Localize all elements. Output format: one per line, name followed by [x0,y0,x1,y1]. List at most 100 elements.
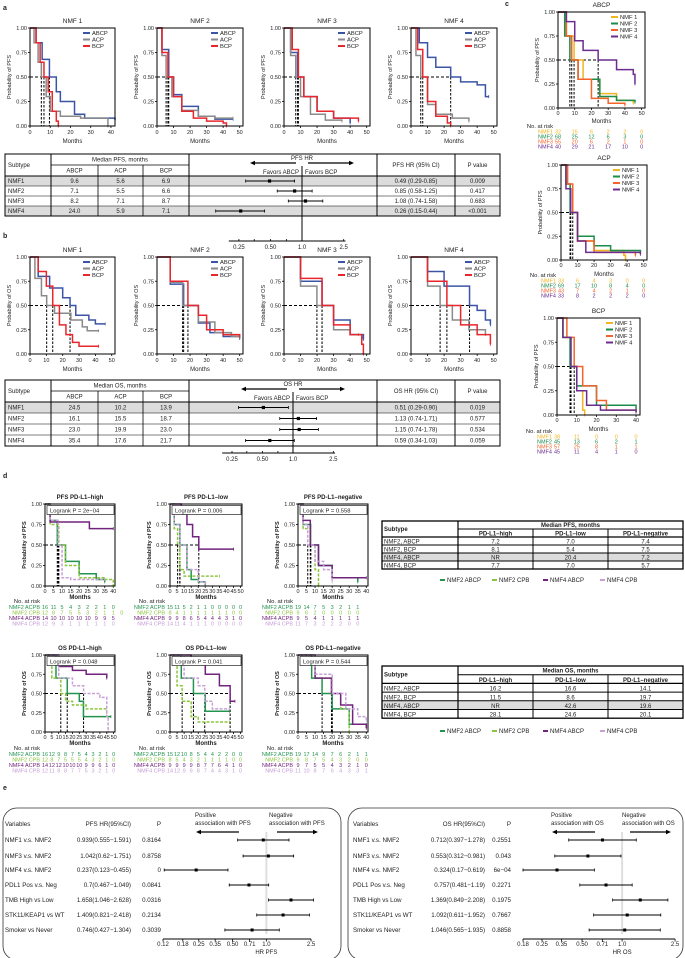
plot-frame [557,11,646,109]
risk-count: 14 [303,605,309,611]
risk-count: 4 [595,450,598,456]
risk-count: 0 [239,752,242,758]
p-value: 0.0841 [142,882,161,889]
risk-count: 0 [322,611,325,617]
row-subtype: NMF1 [8,406,25,412]
y-tick-label: 0.75 [397,279,408,285]
km-curve-nmf4-abcp [298,654,368,729]
x-axis-label: Months [317,367,337,373]
risk-count: 1 [204,758,207,764]
y-tick-label: 0.75 [547,187,558,193]
risk-count: 5 [305,616,308,622]
variable-name: NMF1 v.s. NMF2 [5,837,52,844]
panel-label: a [3,5,7,12]
p-value: 0.534 [470,428,486,434]
risk-count: 0 [225,622,228,628]
x-tick-label: 5 [52,589,55,595]
y-tick-label: 1.00 [544,10,555,16]
x-tick-label: 0 [555,418,558,424]
risk-count: 21 [588,145,594,151]
risk-row-label: NMF4 ACPB [9,763,41,769]
p-value: 6e−04 [494,867,512,874]
row-subtype: NMF4 [8,439,25,445]
hr-ci-value: 1.409(0.821−2.418) [77,912,131,919]
risk-count: 8 [50,758,53,764]
column-header-hr-ci: PFS HR (95% CI) [392,163,439,169]
forest-panel-box [2,807,342,958]
y-axis-label: Probability of OS [388,285,394,327]
logrank-box [46,505,115,515]
p-value: 0.8758 [142,853,161,860]
risk-count: 7 [314,758,317,764]
legend-label: NMF 3 [615,334,632,340]
y-axis-label: Probability of PFS [147,521,153,569]
risk-count: 16 [42,605,48,611]
y-tick-label: 0.50 [547,211,558,217]
x-tick-label: 0 [28,130,31,136]
plot-frame [560,164,648,261]
y-axis-label: Probability of PFS [535,38,541,82]
forest-x-label: HR PFS [255,950,277,956]
legend-label: NMF4 ABCP [550,729,584,735]
x-tick-label: 0 [282,358,285,364]
y-tick-label: 0.75 [270,279,281,285]
risk-row-label: NMF4 [537,450,552,456]
risk-count: 1 [225,611,228,617]
forest-axis-label: 0.18 [177,942,189,948]
p-value: 0.0316 [142,897,161,904]
column-header: ACP [114,395,126,401]
forest-axis-label: 0.35 [556,942,568,948]
x-tick-label: 20 [593,418,599,424]
risk-count: 12 [42,758,48,764]
risk-count: 7 [314,605,317,611]
x-tick-label: 50 [111,735,117,741]
column-header-subtype: Subtype [384,527,408,533]
risk-count: 4 [183,622,186,628]
risk-count: 1 [69,622,72,628]
forest-point [586,854,590,858]
risk-count: 5 [112,616,115,622]
y-tick-label: 0.50 [156,692,167,698]
risk-count: 69 [558,284,564,290]
row-subtype: NMF4, BCP [384,713,416,719]
risk-count: 2 [348,752,351,758]
risk-count: 12 [56,763,62,769]
risk-row-label: NMF2 ACPB [9,752,41,758]
x-tick-label: 40 [474,130,480,136]
risk-count: 7 [305,763,308,769]
median-value: 10.2 [115,406,127,412]
x-tick-label: 30 [458,358,464,364]
risk-count: 0 [635,450,638,456]
risk-count: 0 [218,605,221,611]
column-header-subtype: Subtype [8,163,31,169]
x-tick-label: 5 [305,589,308,595]
x-tick-label: 10 [424,358,430,364]
legend-label: NMF4 CPB [607,729,637,735]
km-curve-bcp [30,27,60,126]
x-tick-label: 50 [238,735,244,741]
plot-frame [410,256,498,355]
risk-count: 0 [356,622,359,628]
hr-ci-value: 1.13 (0.74-1.71) [395,417,438,423]
forest-axis-label: 2.5 [329,457,338,463]
x-tick-label: 0 [43,735,46,741]
y-tick-label: 1.00 [547,163,558,169]
risk-count: 8 [305,758,308,764]
logrank-box [299,505,368,515]
risk-count: 1 [225,758,228,764]
positive-association-label: Positive [195,813,217,819]
x-tick-label: 40 [220,130,226,136]
risk-count: 25 [572,135,578,141]
y-tick-label: 1.00 [270,26,281,32]
x-tick-label: 40 [108,130,114,136]
plot-frame [283,256,371,355]
km-curve-nmf4-cpb [298,654,368,721]
plot-frame [156,256,244,355]
median-value: 5.9 [116,209,125,215]
risk-count: 0 [239,763,242,769]
y-axis-label: Probability of PFS [534,344,540,388]
x-tick-label: 30 [209,735,215,741]
risk-count: 0 [112,758,115,764]
risk-count: 4 [204,616,207,622]
risk-count: 5 [64,758,67,764]
